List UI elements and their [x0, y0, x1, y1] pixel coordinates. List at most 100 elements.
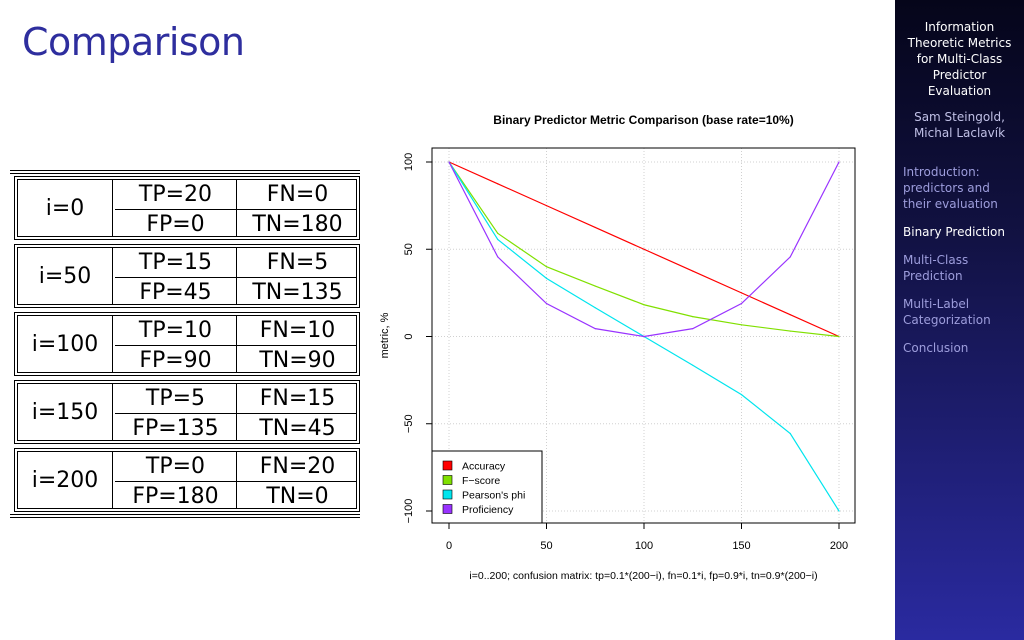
sidebar-authors: Sam Steingold, Michal Laclavík	[913, 110, 1006, 140]
sidebar-nav-item[interactable]: Multi-Class Prediction	[903, 253, 969, 283]
matrix-index-label: i=50	[18, 248, 113, 304]
data-point	[497, 232, 499, 234]
sidebar-nav-item[interactable]: Binary Prediction	[903, 225, 1005, 239]
sidebar-nav-item[interactable]: Multi-Label Categorization	[903, 297, 991, 327]
matrix-hline	[115, 413, 356, 414]
tp-cell: TP=15	[138, 249, 213, 275]
data-point	[740, 324, 743, 326]
y-tick-label: 0	[403, 333, 415, 339]
y-tick-label: −50	[403, 414, 415, 433]
data-point	[497, 183, 499, 185]
fp-cell: FP=90	[139, 347, 212, 373]
data-point	[545, 266, 548, 268]
fp-cell: FP=180	[132, 483, 219, 509]
y-tick-label: 50	[403, 243, 415, 255]
matrix-vline	[236, 384, 237, 440]
legend-label: F−score	[462, 475, 500, 487]
data-point	[643, 304, 645, 306]
fp-cell: FP=0	[146, 211, 205, 237]
data-point	[594, 226, 596, 229]
matrix-block-inner: i=150 TP=5 FN=15 FP=135 TN=45	[17, 383, 357, 441]
y-tick-label: −100	[403, 499, 415, 524]
matrix-hline	[115, 277, 356, 278]
tp-cell: TP=10	[138, 317, 213, 343]
matrix-hline	[115, 209, 356, 210]
data-point	[789, 330, 791, 332]
x-tick-label: 200	[830, 540, 848, 552]
x-tick-label: 100	[635, 540, 653, 552]
data-point	[789, 256, 791, 258]
data-point	[594, 285, 596, 287]
y-tick-label: 100	[403, 153, 415, 171]
slide-title: Comparison	[22, 20, 245, 64]
legend-swatch	[442, 489, 453, 500]
data-point	[692, 364, 694, 366]
fn-cell: FN=20	[259, 453, 336, 479]
matrix-index-label: i=150	[18, 384, 113, 440]
legend-label: Proficiency	[462, 504, 514, 516]
matrix-vline	[236, 452, 237, 508]
matrix-index-label: i=0	[18, 180, 113, 236]
matrix-vline	[236, 180, 237, 236]
matrix-hline	[115, 481, 356, 482]
data-point	[692, 316, 694, 318]
legend-swatch	[442, 475, 453, 485]
tn-cell: TN=90	[259, 347, 336, 373]
data-point	[594, 328, 596, 330]
table-top-rule	[10, 170, 360, 171]
data-point	[740, 302, 743, 305]
matrix-block-inner: i=200 TP=0 FN=20 FP=180 TN=0	[17, 451, 357, 509]
chart-title: Binary Predictor Metric Comparison (base…	[493, 113, 793, 127]
data-point	[838, 510, 840, 512]
data-point	[545, 302, 548, 305]
y-axis-label: metric, %	[379, 312, 391, 358]
x-axis-label: i=0..200; confusion matrix: tp=0.1*(200−…	[469, 570, 817, 582]
fn-cell: FN=0	[266, 181, 329, 207]
sidebar: Information Theoretic Metrics for Multi-…	[895, 0, 1024, 640]
data-point	[497, 238, 499, 241]
data-point	[643, 248, 645, 250]
x-tick-label: 50	[540, 540, 552, 552]
tn-cell: TN=135	[252, 279, 343, 305]
data-point	[789, 432, 791, 435]
matrix-block-inner: i=0 TP=20 FN=0 FP=0 TN=180	[17, 179, 357, 237]
matrix-vline	[236, 248, 237, 304]
legend-label: Accuracy	[462, 461, 506, 473]
matrix-index-label: i=200	[18, 452, 113, 508]
sidebar-nav-item[interactable]: Conclusion	[903, 341, 969, 355]
data-point	[692, 328, 694, 330]
data-point	[740, 292, 743, 294]
x-tick-label: 150	[732, 540, 750, 552]
data-point	[545, 205, 548, 207]
matrix-block-inner: i=100 TP=10 FN=10 FP=90 TN=90	[17, 315, 357, 373]
data-point	[497, 256, 499, 258]
matrix-block: i=100 TP=10 FN=10 FP=90 TN=90	[14, 312, 360, 376]
fp-cell: FP=135	[132, 415, 219, 441]
tp-cell: TP=5	[145, 385, 206, 411]
matrix-block: i=150 TP=5 FN=15 FP=135 TN=45	[14, 380, 360, 444]
sidebar-nav-item[interactable]: Introduction: predictors and their evalu…	[903, 165, 998, 211]
x-tick-label: 0	[446, 540, 452, 552]
fn-cell: FN=5	[266, 249, 329, 275]
data-point	[448, 161, 450, 163]
tp-cell: TP=20	[138, 181, 213, 207]
tn-cell: TN=45	[259, 415, 336, 441]
fn-cell: FN=10	[259, 317, 336, 343]
data-point	[838, 335, 840, 338]
legend-label: Pearson's phi	[462, 490, 525, 502]
sidebar-title[interactable]: Information Theoretic Metrics for Multi-…	[907, 20, 1012, 98]
matrix-vline	[236, 316, 237, 372]
sidebar-nav: Introduction: predictors and their evalu…	[903, 164, 1018, 368]
tn-cell: TN=0	[266, 483, 329, 509]
matrix-block: i=50 TP=15 FN=5 FP=45 TN=135	[14, 244, 360, 308]
matrix-hline	[115, 345, 356, 346]
matrix-block: i=0 TP=20 FN=0 FP=0 TN=180	[14, 176, 360, 240]
table-top-rule-2	[10, 173, 360, 174]
data-point	[789, 314, 791, 316]
tp-cell: TP=0	[145, 453, 206, 479]
tn-cell: TN=180	[252, 211, 343, 237]
legend-swatch	[442, 460, 453, 471]
data-point	[838, 161, 840, 163]
table-bottom-rule	[10, 514, 360, 515]
confusion-matrix-table: i=0 TP=20 FN=0 FP=0 TN=180 i=50 TP=15 FN=5 FP=45…	[10, 170, 360, 520]
